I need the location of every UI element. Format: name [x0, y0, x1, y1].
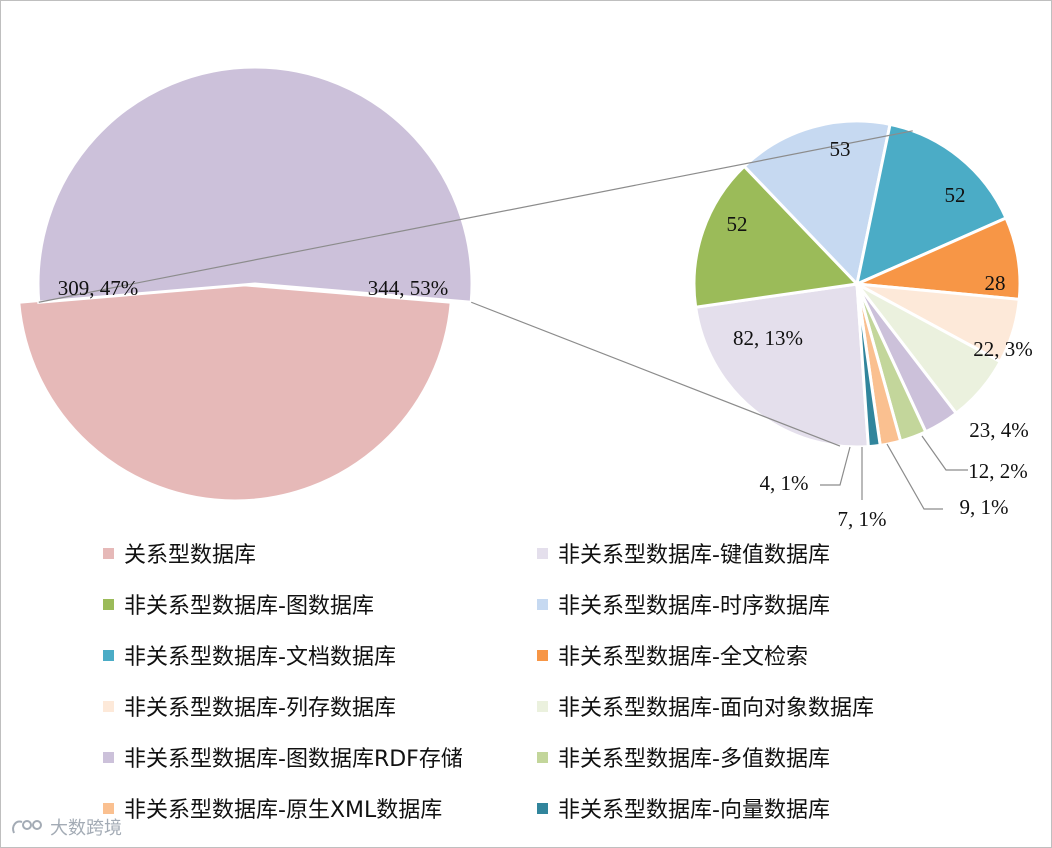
secondary-pie-data-label: 12, 2% [968, 459, 1028, 483]
main-pie-slice [17, 282, 453, 503]
legend-item: 非关系型数据库-键值数据库 [537, 538, 830, 568]
legend-item: 非关系型数据库-时序数据库 [537, 589, 830, 619]
legend-label: 非关系型数据库-原生XML数据库 [124, 798, 443, 823]
legend-label: 非关系型数据库-时序数据库 [558, 594, 830, 619]
legend-label: 非关系型数据库-向量数据库 [558, 798, 830, 823]
legend-swatch [103, 751, 114, 763]
legend-label: 非关系型数据库-文档数据库 [124, 645, 396, 670]
secondary-pie-slice [855, 283, 882, 449]
legend-swatch [537, 700, 548, 712]
legend-item: 非关系型数据库-图数据库RDF存储 [103, 742, 463, 772]
legend-label: 非关系型数据库-图数据库RDF存储 [124, 747, 463, 772]
leader-line [820, 446, 851, 486]
secondary-pie-slice [693, 282, 870, 449]
legend-swatch [537, 802, 548, 814]
secondary-pie-slice [692, 164, 861, 309]
secondary-pie-data-label: 52 [727, 212, 748, 236]
legend-label: 非关系型数据库-列存数据库 [124, 696, 396, 721]
leader-line [886, 443, 943, 510]
legend-swatch [537, 649, 548, 661]
secondary-pie-data-label: 52 [945, 183, 966, 207]
secondary-pie-data-label: 22, 3% [973, 337, 1033, 361]
legend-label: 非关系型数据库-面向对象数据库 [558, 696, 874, 721]
connector-line-bottom [471, 301, 841, 447]
leader-line [921, 435, 968, 471]
legend-label: 非关系型数据库-全文检索 [558, 645, 808, 670]
legend-item: 非关系型数据库-文档数据库 [103, 640, 396, 670]
secondary-pie-slice [742, 119, 892, 288]
legend-label: 非关系型数据库-图数据库 [124, 594, 374, 619]
legend-swatch [103, 547, 114, 559]
secondary-pie-data-label: 23, 4% [969, 418, 1029, 442]
legend-swatch [103, 649, 114, 661]
secondary-pie-slice [854, 122, 1009, 287]
legend-item: 非关系型数据库-向量数据库 [537, 793, 830, 823]
legend-item: 非关系型数据库-列存数据库 [103, 691, 396, 721]
connector-line-top [38, 130, 913, 303]
secondary-pie-data-label: 82, 13% [733, 326, 803, 350]
legend-swatch [537, 598, 548, 610]
legend-item: 非关系型数据库-全文检索 [537, 640, 808, 670]
main-pie-slice [36, 65, 474, 304]
secondary-pie-data-label: 28 [985, 271, 1006, 295]
legend-swatch [103, 700, 114, 712]
legend-swatch [537, 751, 548, 763]
watermark: 大数跨境 [10, 814, 122, 840]
legend-item: 关系型数据库 [103, 538, 256, 568]
legend-swatch [537, 547, 548, 559]
legend-item: 非关系型数据库-原生XML数据库 [103, 793, 442, 823]
secondary-pie-data-label: 53 [830, 137, 851, 161]
secondary-pie-data-label: 9, 1% [960, 495, 1009, 519]
main-pie-data-label: 344, 53% [368, 276, 449, 300]
watermark-logo-icon [12, 820, 42, 834]
legend-swatch [103, 598, 114, 610]
secondary-pie-data-label: 7, 1% [838, 507, 887, 531]
legend-swatch [103, 802, 114, 814]
secondary-pie-data-label: 4, 1% [760, 471, 809, 495]
legend-label: 关系型数据库 [124, 543, 257, 568]
legend-label: 非关系型数据库-键值数据库 [558, 543, 830, 568]
watermark-text: 大数跨境 [50, 818, 122, 839]
legend-item: 非关系型数据库-图数据库 [103, 589, 374, 619]
legend-item: 非关系型数据库-多值数据库 [537, 742, 830, 772]
legend-item: 非关系型数据库-面向对象数据库 [537, 691, 874, 721]
main-pie-data-label: 309, 47% [58, 276, 139, 300]
legend-label: 非关系型数据库-多值数据库 [558, 747, 830, 772]
